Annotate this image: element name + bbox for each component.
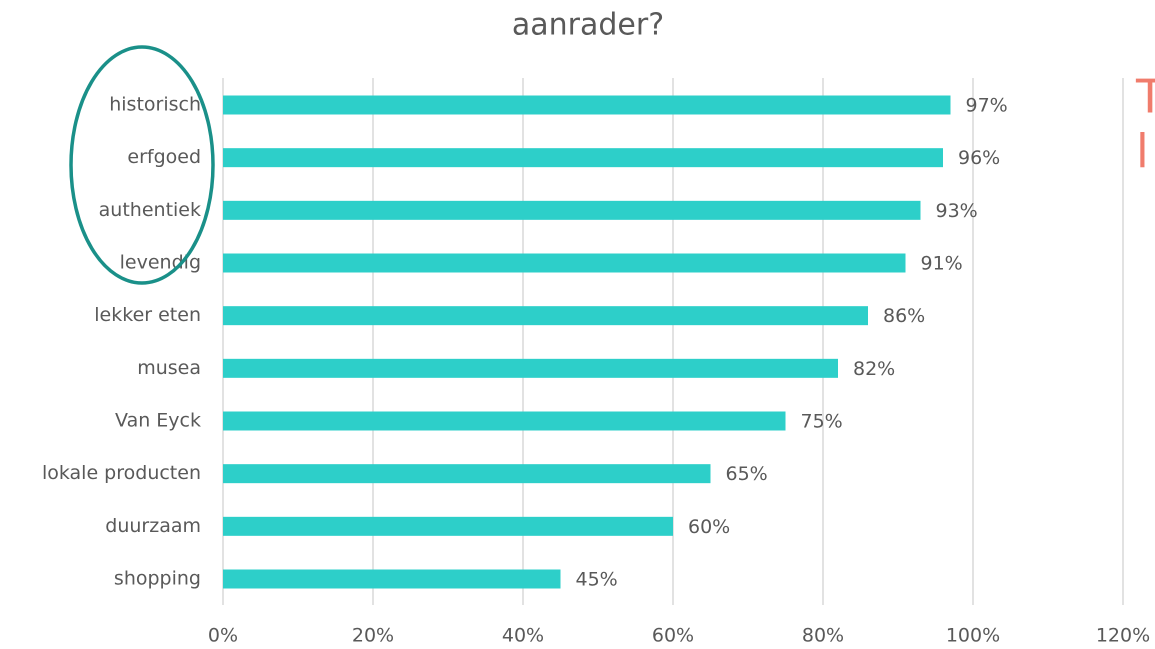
bar [223, 306, 868, 326]
y-tick-label: lekker eten [94, 304, 201, 326]
plot-area: 0% 20% 40% 60% 80% 100% 120% historisch 97% erfgo… [42, 78, 1150, 647]
bar [223, 148, 943, 168]
data-label: 93% [936, 200, 978, 222]
bar [223, 253, 906, 273]
bar [223, 358, 838, 378]
y-tick-label: musea [137, 357, 201, 379]
y-tick-label: shopping [114, 568, 201, 590]
chart-title: aanrader? [512, 8, 664, 43]
data-label: 97% [966, 95, 1008, 117]
x-tick-label: 100% [946, 625, 1000, 647]
data-label: 45% [576, 569, 618, 591]
bar [223, 464, 711, 484]
y-tick-label: Van Eyck [115, 410, 201, 432]
x-tick-label: 60% [652, 625, 694, 647]
bar [223, 95, 951, 115]
data-label: 86% [883, 305, 925, 327]
x-tick-label: 20% [352, 625, 394, 647]
highlight-ellipse [69, 45, 215, 285]
data-label: 91% [921, 253, 963, 275]
y-tick-label: authentiek [99, 199, 201, 221]
annotation: T [1135, 70, 1155, 124]
bar [223, 411, 786, 431]
x-tick-label: 40% [502, 625, 544, 647]
y-tick-label: levendig [120, 252, 201, 274]
data-label: 82% [853, 358, 895, 380]
annotation: l [1136, 125, 1149, 179]
data-label: 75% [801, 411, 843, 433]
y-tick-label: erfgoed [127, 146, 201, 168]
y-tick-label: duurzaam [105, 515, 201, 537]
bar [223, 569, 561, 589]
x-tick-label: 0% [208, 625, 238, 647]
y-tick-label: lokale producten [42, 462, 201, 484]
data-label: 60% [688, 516, 730, 538]
x-tick-label: 80% [802, 625, 844, 647]
x-tick-label: 120% [1096, 625, 1150, 647]
bar [223, 200, 921, 220]
data-label: 96% [958, 147, 1000, 169]
bar [223, 516, 673, 536]
y-tick-label: historisch [109, 94, 201, 116]
data-label: 65% [726, 463, 768, 485]
